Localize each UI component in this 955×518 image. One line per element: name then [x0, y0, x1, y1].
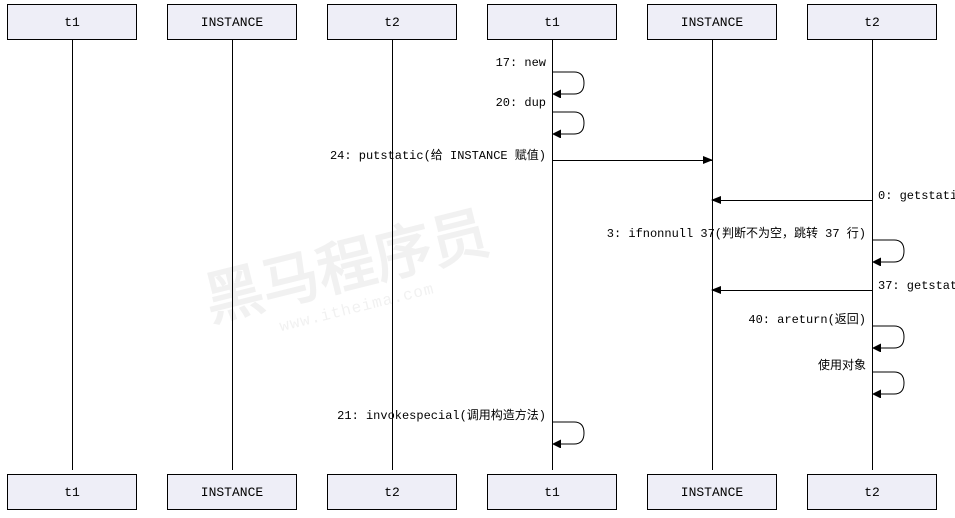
- self-loop-icon: [552, 420, 588, 442]
- actor-insB-top: INSTANCE: [647, 4, 777, 40]
- self-loop-icon: [872, 238, 908, 260]
- arrow-head-icon: [703, 156, 713, 164]
- arrow-line: [712, 200, 872, 201]
- actor-t1b-bottom: t1: [487, 474, 617, 510]
- actor-label: t2: [384, 15, 400, 30]
- lifeline-t1a: [72, 40, 73, 470]
- actor-insA-bottom: INSTANCE: [167, 474, 297, 510]
- actor-t2a-bottom: t2: [327, 474, 457, 510]
- self-loop-icon: [872, 370, 908, 392]
- message-label: 17: new: [496, 56, 546, 70]
- actor-label: t2: [384, 485, 400, 500]
- lifeline-insB: [712, 40, 713, 470]
- arrow-head-icon: [711, 286, 721, 294]
- actor-label: INSTANCE: [681, 15, 743, 30]
- actor-label: t2: [864, 15, 880, 30]
- actor-t1a-top: t1: [7, 4, 137, 40]
- actor-t1b-top: t1: [487, 4, 617, 40]
- self-loop-icon: [552, 70, 588, 92]
- actor-t2b-bottom: t2: [807, 474, 937, 510]
- actor-label: t1: [544, 15, 560, 30]
- actor-label: t2: [864, 485, 880, 500]
- watermark: 黑马程序员 www.itheima.com: [161, 142, 539, 418]
- message-label: 40: areturn(返回): [748, 310, 866, 327]
- actor-label: t1: [64, 15, 80, 30]
- actor-t2b-top: t2: [807, 4, 937, 40]
- message-label: 3: ifnonnull 37(判断不为空，跳转 37 行): [607, 224, 866, 241]
- actor-label: INSTANCE: [681, 485, 743, 500]
- watermark-sub: www.itheima.com: [278, 281, 436, 335]
- lifeline-insA: [232, 40, 233, 470]
- actor-t1a-bottom: t1: [7, 474, 137, 510]
- message-label: 21: invokespecial(调用构造方法): [337, 406, 546, 423]
- message-label: 使用对象: [818, 356, 866, 373]
- actor-label: t1: [64, 485, 80, 500]
- message-label: 37: getstatic(获取 INSTANCE 引用): [878, 276, 955, 293]
- self-loop-icon: [872, 324, 908, 346]
- arrow-line: [712, 290, 872, 291]
- message-label: 0: getstatic(获取 INSTANCE 引用): [878, 186, 955, 203]
- actor-label: INSTANCE: [201, 15, 263, 30]
- actor-insB-bottom: INSTANCE: [647, 474, 777, 510]
- message-label: 24: putstatic(给 INSTANCE 赋值): [330, 146, 546, 163]
- actor-t2a-top: t2: [327, 4, 457, 40]
- actor-insA-top: INSTANCE: [167, 4, 297, 40]
- lifeline-t1b: [552, 40, 553, 470]
- arrow-head-icon: [711, 196, 721, 204]
- actor-label: INSTANCE: [201, 485, 263, 500]
- actor-label: t1: [544, 485, 560, 500]
- arrow-line: [552, 160, 712, 161]
- watermark-main: 黑马程序员: [200, 209, 495, 335]
- message-2: 24: putstatic(给 INSTANCE 赋值): [552, 160, 712, 190]
- message-label: 20: dup: [496, 96, 546, 110]
- self-loop-icon: [552, 110, 588, 132]
- sequence-diagram: 黑马程序员 www.itheima.com t1 t1 INSTANCE INSTAN…: [0, 0, 955, 518]
